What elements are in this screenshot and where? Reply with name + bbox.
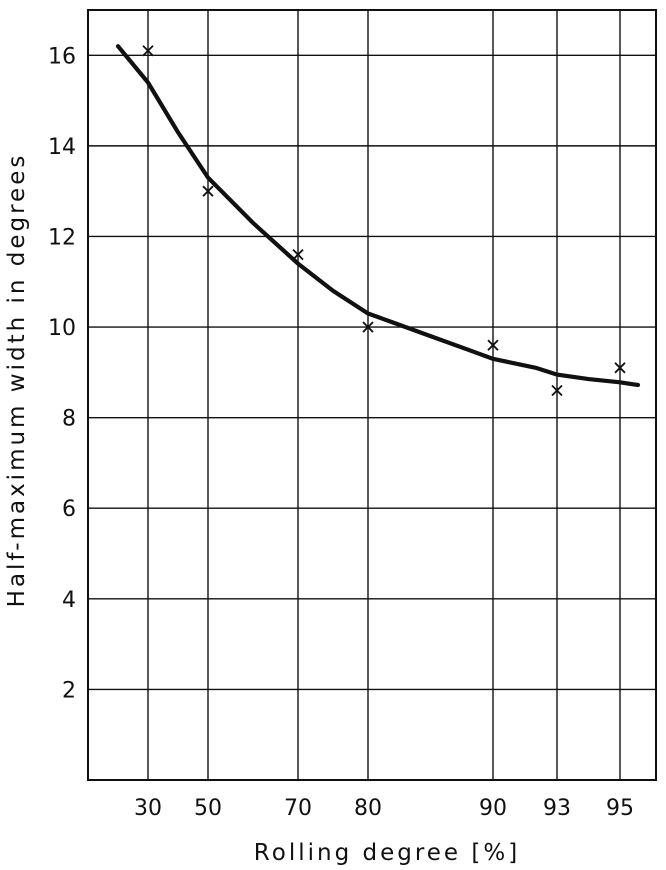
- data-point-marker: [292, 248, 304, 261]
- x-tick-labels: 30 50 70 80 90 93 95: [134, 796, 634, 821]
- fit-curve: [115, 44, 641, 388]
- y-tick-label: 10: [48, 316, 76, 341]
- y-axis-label: Half-maximum width in degrees: [4, 153, 30, 608]
- x-tick-label: 95: [606, 796, 634, 821]
- x-tick-label: 80: [354, 796, 382, 821]
- data-point-marker: [551, 384, 563, 397]
- y-tick-label: 4: [62, 588, 76, 613]
- data-points: [142, 45, 626, 397]
- y-tick-labels: 2 4 6 8 10 12 14 16: [48, 44, 76, 703]
- x-tick-label: 50: [194, 796, 222, 821]
- data-point-marker: [202, 185, 214, 197]
- data-point-marker: [487, 339, 499, 351]
- y-tick-label: 12: [48, 225, 76, 250]
- plot-frame: [87, 9, 657, 781]
- data-point-marker: [362, 321, 374, 333]
- data-point-marker: [614, 362, 626, 374]
- x-tick-label: 93: [543, 796, 571, 821]
- y-tick-label: 14: [48, 135, 76, 160]
- x-tick-label: 90: [479, 796, 507, 821]
- grid: [88, 10, 656, 780]
- y-tick-label: 6: [62, 497, 76, 522]
- data-point-marker: [142, 45, 154, 57]
- x-axis-label: Rolling degree [%]: [254, 840, 520, 866]
- y-tick-label: 16: [48, 44, 76, 69]
- y-tick-label: 2: [62, 678, 76, 703]
- x-tick-label: 70: [284, 796, 312, 821]
- x-tick-label: 30: [134, 796, 162, 821]
- y-tick-label: 8: [62, 407, 76, 432]
